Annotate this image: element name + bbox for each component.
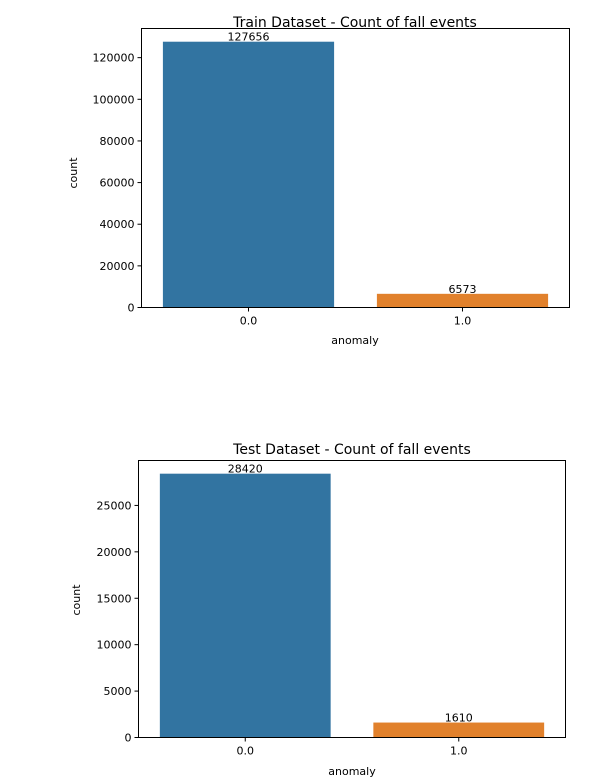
y-tick-label: 0 <box>128 302 135 315</box>
bar-1.0 <box>373 722 545 738</box>
y-tick-label: 120000 <box>93 52 135 65</box>
y-axis-ticks: 0 20000 40000 60000 80000 100000 120000 <box>93 52 142 315</box>
test-chart: Test Dataset - Count of fall events 2842… <box>70 442 566 778</box>
plot-frame <box>141 28 570 308</box>
y-axis-label: count <box>70 584 83 616</box>
bar-0.0 <box>159 473 331 738</box>
y-axis-label: count <box>67 157 80 189</box>
y-tick-label: 25000 <box>97 499 132 512</box>
x-tick-label: 1.0 <box>450 745 468 758</box>
y-axis-ticks: 0 5000 10000 15000 20000 25000 <box>97 499 139 745</box>
data-labels: 28420 1610 <box>228 463 473 725</box>
data-label: 127656 <box>228 31 270 44</box>
data-label: 28420 <box>228 463 263 476</box>
x-axis-label: anomaly <box>328 765 376 778</box>
data-labels: 127656 6573 <box>228 31 477 296</box>
x-axis-label: anomaly <box>331 334 379 347</box>
data-label: 6573 <box>449 283 477 296</box>
y-tick-label: 0 <box>125 732 132 745</box>
plot-frame <box>138 460 566 738</box>
bar-1.0 <box>376 293 549 308</box>
x-tick-label: 0.0 <box>237 745 255 758</box>
y-tick-label: 15000 <box>97 592 132 605</box>
y-tick-label: 20000 <box>97 546 132 559</box>
bar-0.0 <box>162 41 335 308</box>
x-axis-ticks: 0.0 1.0 <box>237 737 468 758</box>
y-tick-label: 100000 <box>93 93 135 106</box>
x-tick-label: 1.0 <box>454 315 472 328</box>
y-tick-label: 40000 <box>100 218 135 231</box>
x-axis-ticks: 0.0 1.0 <box>240 307 472 328</box>
y-tick-label: 5000 <box>104 685 132 698</box>
y-tick-label: 10000 <box>97 639 132 652</box>
chart-title: Test Dataset - Count of fall events <box>232 442 471 458</box>
x-tick-label: 0.0 <box>240 315 258 328</box>
y-tick-label: 80000 <box>100 135 135 148</box>
y-tick-label: 60000 <box>100 177 135 190</box>
chart-title: Train Dataset - Count of fall events <box>232 15 477 31</box>
y-tick-label: 20000 <box>100 260 135 273</box>
train-chart: Train Dataset - Count of fall events 127… <box>67 15 570 347</box>
bars <box>162 41 549 308</box>
data-label: 1610 <box>445 712 473 725</box>
bars <box>159 473 545 738</box>
